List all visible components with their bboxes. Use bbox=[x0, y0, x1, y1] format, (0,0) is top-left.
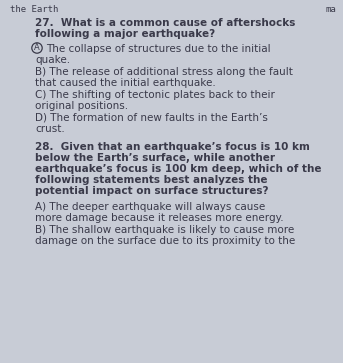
Text: B) The release of additional stress along the fault: B) The release of additional stress alon… bbox=[35, 67, 293, 77]
Text: that caused the initial earthquake.: that caused the initial earthquake. bbox=[35, 78, 216, 88]
Text: B) The shallow earthquake is likely to cause more: B) The shallow earthquake is likely to c… bbox=[35, 225, 294, 235]
Text: following a major earthquake?: following a major earthquake? bbox=[35, 29, 215, 39]
Text: quake.: quake. bbox=[35, 55, 70, 65]
Text: the Earth: the Earth bbox=[10, 5, 58, 14]
Text: more damage because it releases more energy.: more damage because it releases more ene… bbox=[35, 213, 284, 223]
Text: A) The deeper earthquake will always cause: A) The deeper earthquake will always cau… bbox=[35, 202, 265, 212]
Text: original positions.: original positions. bbox=[35, 101, 128, 111]
Text: 28.  Given that an earthquake’s focus is 10 km: 28. Given that an earthquake’s focus is … bbox=[35, 142, 310, 152]
Text: potential impact on surface structures?: potential impact on surface structures? bbox=[35, 186, 269, 196]
Text: A: A bbox=[34, 44, 40, 53]
Text: following statements best analyzes the: following statements best analyzes the bbox=[35, 175, 268, 185]
Text: earthquake’s focus is 100 km deep, which of the: earthquake’s focus is 100 km deep, which… bbox=[35, 164, 321, 174]
Text: 27.  What is a common cause of aftershocks: 27. What is a common cause of aftershock… bbox=[35, 18, 295, 28]
Text: D) The formation of new faults in the Earth’s: D) The formation of new faults in the Ea… bbox=[35, 113, 268, 123]
Text: crust.: crust. bbox=[35, 124, 65, 134]
Text: C) The shifting of tectonic plates back to their: C) The shifting of tectonic plates back … bbox=[35, 90, 275, 100]
Text: The collapse of structures due to the initial: The collapse of structures due to the in… bbox=[46, 44, 271, 54]
Text: damage on the surface due to its proximity to the: damage on the surface due to its proximi… bbox=[35, 236, 295, 246]
Text: ma: ma bbox=[325, 5, 336, 14]
Text: below the Earth’s surface, while another: below the Earth’s surface, while another bbox=[35, 153, 275, 163]
